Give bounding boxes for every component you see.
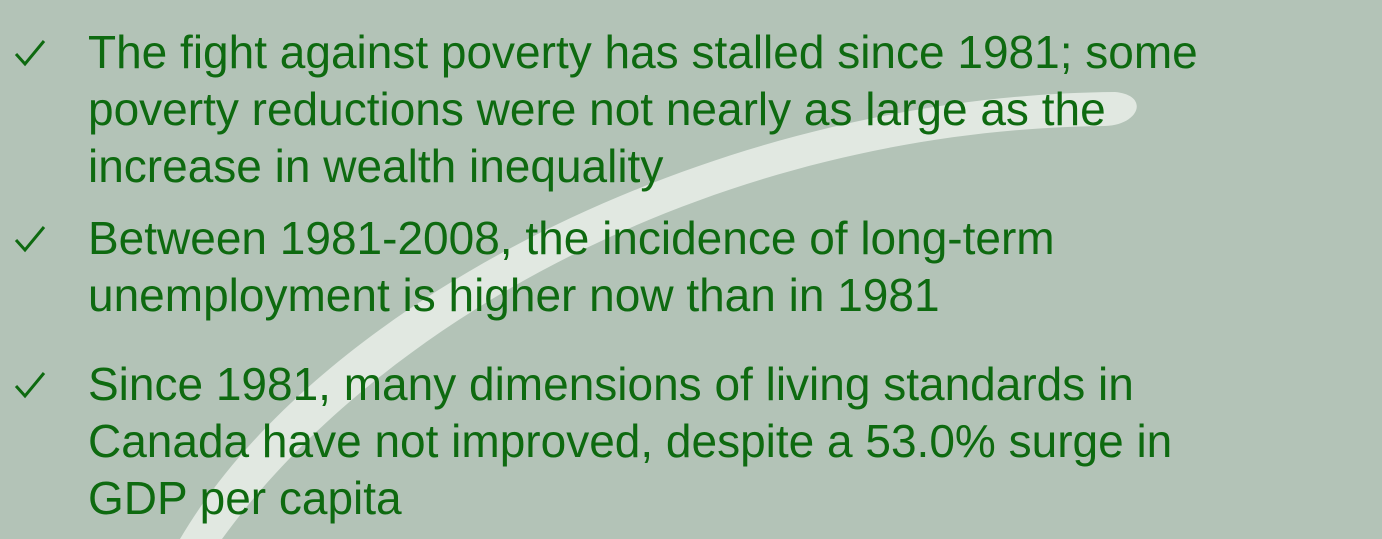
bullet-line: Canada have not improved, despite a 53.0… [88,415,1173,467]
bullet-line: The fight against poverty has stalled si… [88,26,1198,78]
bullet-line: unemployment is higher now than in 1981 [88,269,940,321]
check-icon [14,226,46,253]
bullet-line: Between 1981-2008, the incidence of long… [88,212,1055,264]
check-icon [14,40,46,67]
check-icon [14,372,46,399]
bullet-line: increase in wealth inequality [88,140,664,192]
bullet-line: poverty reductions were not nearly as la… [88,83,1106,135]
bullet-line: Since 1981, many dimensions of living st… [88,358,1134,410]
bullet-line: GDP per capita [88,472,402,524]
swoosh [180,92,1137,539]
